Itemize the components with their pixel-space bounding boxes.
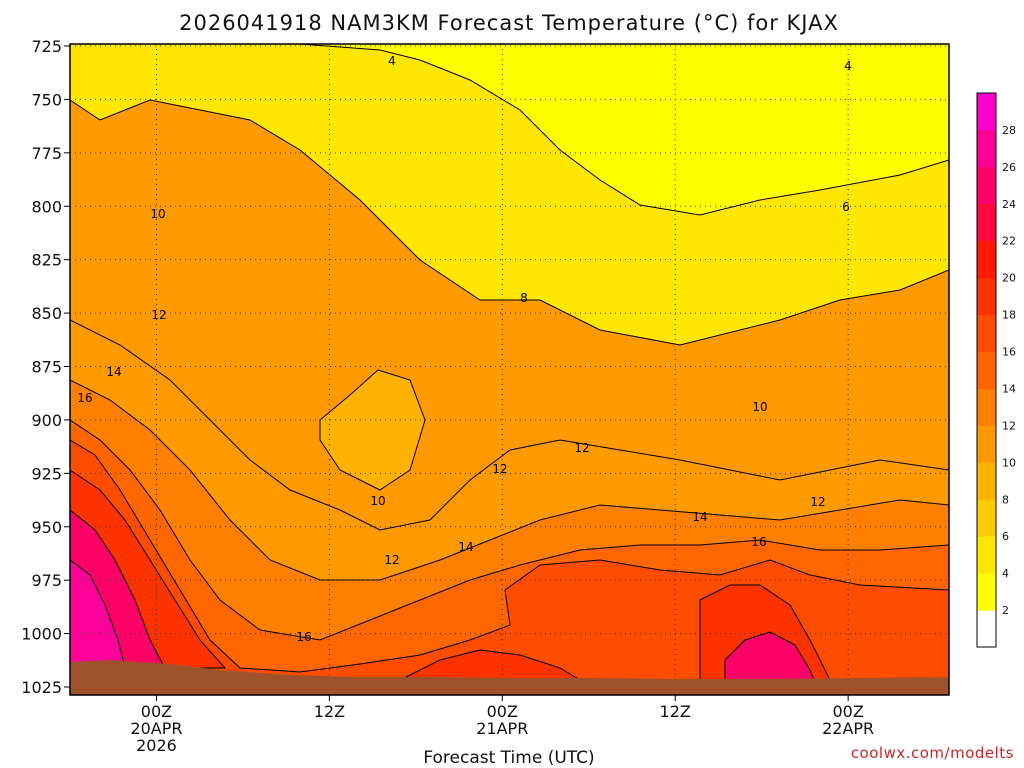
colorbar-label-28: 28 [1002, 124, 1016, 137]
y-tick-label-825: 825 [31, 251, 62, 270]
contour-label-16: 16 [751, 535, 766, 549]
colorbar-swatch-13 [977, 129, 996, 168]
contour-label-6: 6 [842, 200, 850, 214]
colorbar-label-16: 16 [1002, 346, 1016, 359]
y-tick-label-800: 800 [31, 197, 62, 216]
x-tick-label-4-1: 22APR [822, 719, 874, 738]
contour-label-12: 12 [574, 441, 589, 455]
plot-frame [69, 43, 950, 696]
ground-terrain [70, 660, 949, 695]
colorbar-label-22: 22 [1002, 235, 1016, 248]
temp-band-warm-pocket-8-10 [320, 370, 425, 490]
colorbar-swatch-11 [977, 203, 996, 242]
contour-label-14: 14 [106, 365, 121, 379]
isotherm-24-26 [70, 559, 126, 669]
contour-label-4: 4 [844, 59, 852, 73]
colorbar-swatch-5 [977, 425, 996, 463]
colorbar-label-2: 2 [1002, 604, 1009, 617]
temp-band-22-24-late [725, 632, 815, 682]
y-tick-label-1000: 1000 [21, 625, 62, 644]
contour-label-16: 16 [296, 630, 311, 644]
temp-band-2-4 [70, 44, 949, 215]
isotherm-2-4 [70, 44, 949, 216]
x-tick-label-3-0: 12Z [660, 702, 691, 721]
colorbar-label-24: 24 [1002, 198, 1016, 211]
contour-label-14: 14 [692, 510, 707, 524]
x-tick-label-4-0: 00Z [832, 702, 863, 721]
colorbar-label-12: 12 [1002, 419, 1016, 432]
isotherm-lines [70, 44, 949, 695]
colorbar-label-10: 10 [1002, 456, 1016, 469]
contour-label-10: 10 [752, 400, 767, 414]
contour-label-14: 14 [458, 540, 473, 554]
contour-label-16: 16 [77, 391, 92, 405]
x-tick-label-0-1: 20APR [130, 719, 182, 738]
colorbar-label-20: 20 [1002, 272, 1016, 285]
colorbar-swatch-6 [977, 388, 996, 426]
contour-label-12: 12 [492, 462, 507, 476]
y-axis: 725 750 775 800 825 850 875 900 925 950 975 1000 102… [21, 37, 70, 697]
isotherm-16-18 [70, 439, 949, 695]
colorbar-swatch-8 [977, 314, 996, 353]
y-tick-label-725: 725 [31, 37, 62, 56]
temp-band-24-26 [70, 560, 125, 668]
contour-label-8: 8 [520, 291, 528, 305]
y-tick-label-775: 775 [31, 144, 62, 163]
x-tick-label-0-2: 2026 [136, 736, 177, 755]
credit-text: coolwx.com/modelts [851, 744, 1014, 762]
colorbar-label-6: 6 [1002, 530, 1009, 543]
contour-label-10: 10 [150, 207, 165, 221]
temp-band-18-20-mid [400, 650, 580, 680]
contour-label-4: 4 [388, 54, 396, 68]
colorbar-swatch-9 [977, 277, 996, 316]
isotherm-14-16 [70, 419, 949, 695]
contour-label-12: 12 [384, 553, 399, 567]
colorbar-swatch-12 [977, 166, 996, 205]
y-tick-label-950: 950 [31, 518, 62, 537]
y-tick-label-750: 750 [31, 90, 62, 109]
colorbar-swatch-1 [977, 573, 996, 611]
colorbar-swatch-4 [977, 462, 996, 500]
contour-label-10: 10 [370, 494, 385, 508]
plot-area: 4 4 6 8 10 10 10 12 12 12 12 12 14 14 14 16 16 16 [70, 44, 949, 695]
contour-label-12: 12 [810, 495, 825, 509]
isotherm-warm-pocket-8-10 [319, 369, 426, 491]
colorbar-swatch-3 [977, 499, 996, 537]
y-tick-label-975: 975 [31, 571, 62, 590]
colorbar-swatch-14 [977, 93, 996, 131]
colorbar-label-8: 8 [1002, 493, 1009, 506]
isotherm-4-6 [70, 44, 949, 346]
chart-title: 2026041918 NAM3KM Forecast Temperature (… [179, 11, 839, 35]
x-tick-label-0-0: 00Z [141, 702, 172, 721]
colorbar-label-26: 26 [1002, 161, 1016, 174]
colorbar-swatch-2 [977, 536, 996, 574]
colorbar-swatch-7 [977, 351, 996, 389]
y-tick-label-875: 875 [31, 358, 62, 377]
colorbar-label-18: 18 [1002, 309, 1016, 322]
temperature-bands [70, 44, 949, 695]
colorbar-swatch-10 [977, 240, 996, 279]
colorbar-swatch-0 [977, 610, 996, 648]
contour-label-12: 12 [151, 308, 166, 322]
isotherm-12-14 [70, 379, 949, 695]
x-tick-label-1-0: 12Z [314, 702, 345, 721]
contour-labels: 4 4 6 8 10 10 10 12 12 12 12 12 14 14 14 16 16 16 [77, 54, 852, 644]
y-tick-label-900: 900 [31, 411, 62, 430]
x-axis-label: Forecast Time (UTC) [423, 748, 594, 768]
x-tick-label-2-1: 21APR [476, 719, 528, 738]
colorbar-label-14: 14 [1002, 382, 1016, 395]
colorbar-label-4: 4 [1002, 567, 1009, 580]
colorbar-frame [976, 92, 997, 648]
y-tick-label-850: 850 [31, 304, 62, 323]
isotherm-10-12 [70, 319, 949, 695]
y-tick-label-925: 925 [31, 464, 62, 483]
grid-lines [70, 44, 949, 695]
x-tick-label-2-0: 00Z [487, 702, 518, 721]
y-tick-label-1025: 1025 [21, 678, 62, 697]
